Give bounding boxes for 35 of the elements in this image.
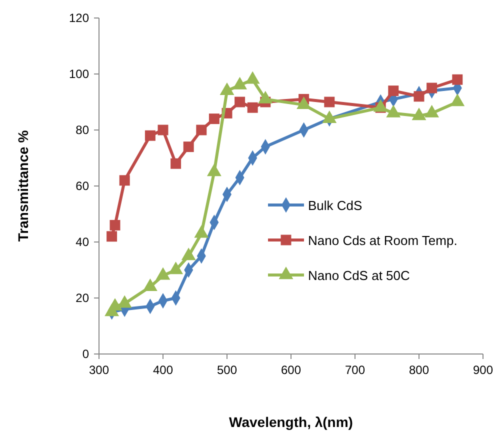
x-axis-title: Wavelength, λ(nm) [229, 414, 353, 430]
y-tick-label: 60 [76, 179, 90, 193]
point [119, 175, 130, 186]
point [234, 96, 246, 108]
point [170, 158, 182, 169]
x-tick-label: 300 [88, 363, 110, 377]
point [110, 220, 120, 230]
point [106, 231, 118, 242]
point [196, 124, 207, 136]
y-tick-label: 20 [76, 291, 90, 305]
point [452, 74, 463, 85]
y-tick-label: 80 [76, 123, 90, 137]
y-tick-label: 40 [76, 235, 90, 249]
x-tick-label: 600 [280, 363, 302, 377]
point [144, 130, 156, 141]
point [414, 91, 424, 102]
y-axis-title: Transmittance % [15, 130, 31, 242]
point [324, 96, 335, 108]
y-tick-label: 120 [68, 11, 90, 25]
point [388, 86, 399, 96]
x-tick-label: 500 [216, 363, 238, 377]
legend-label: Nano Cds at Room Temp. [308, 233, 458, 248]
point [247, 102, 258, 113]
x-tick-label: 800 [408, 363, 430, 377]
x-tick-label: 700 [344, 363, 366, 377]
legend-label: Bulk CdS [308, 198, 363, 213]
y-tick-label: 100 [68, 67, 90, 81]
legend-label: Nano CdS at 50C [308, 268, 410, 283]
x-tick-label: 900 [472, 363, 494, 377]
point [183, 142, 194, 152]
point [158, 124, 168, 136]
point [426, 82, 438, 94]
y-tick-label: 0 [82, 347, 90, 361]
point [208, 114, 220, 124]
x-tick-label: 400 [152, 363, 174, 377]
